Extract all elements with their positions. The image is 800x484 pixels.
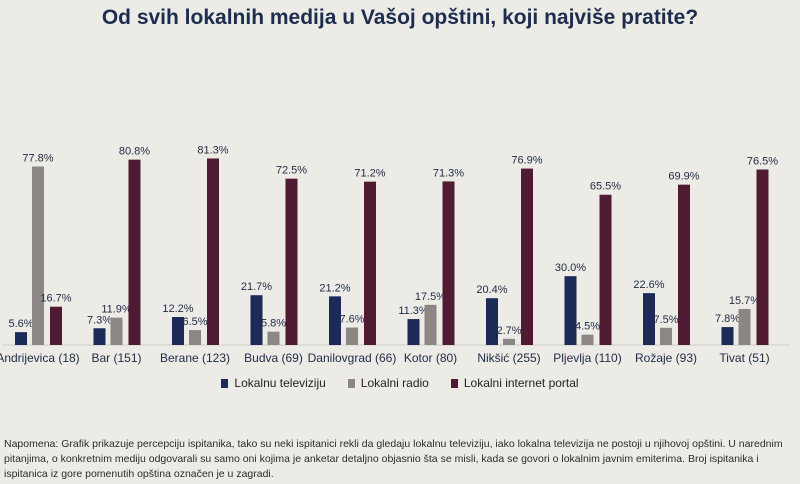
data-label-radio: 7.5% [653, 314, 678, 326]
bar-tv [721, 327, 734, 345]
bar-portal [128, 159, 141, 345]
data-label-radio: 15.7% [729, 295, 760, 307]
bar-radio [660, 327, 672, 345]
category-label: Berane (123) [160, 351, 230, 365]
category-label: Danilovgrad (66) [308, 351, 397, 365]
legend-label-radio: Lokalni radio [360, 376, 429, 390]
legend-swatch-tv [221, 378, 229, 388]
bar-portal [207, 158, 219, 345]
data-label-radio: 5.8% [261, 318, 286, 330]
category-label: Budva (69) [244, 351, 303, 365]
data-label-tv: 30.0% [555, 262, 586, 274]
bar-radio [738, 308, 751, 345]
category-label: Bar (151) [91, 351, 141, 365]
bar-tv [250, 295, 263, 345]
legend-item-radio: Lokalni radio [347, 376, 429, 390]
data-label-portal: 80.8% [119, 146, 150, 158]
data-label-radio: 6.5% [182, 316, 207, 328]
bar-radio [32, 166, 44, 345]
legend-swatch-portal [450, 378, 458, 388]
data-label-portal: 16.7% [40, 293, 71, 305]
category-label: Pljevlja (110) [553, 351, 621, 365]
data-label-radio: 77.8% [22, 153, 53, 165]
footnote: Napomena: Grafik prikazuje percepciju is… [4, 438, 783, 480]
bar-portal [50, 306, 62, 345]
data-label-tv: 12.2% [162, 303, 193, 315]
bar-tv [564, 276, 577, 345]
data-label-tv: 7.3% [87, 314, 112, 326]
bar-radio [110, 317, 123, 345]
bar-tv [486, 298, 498, 345]
category-label: Rožaje (93) [635, 351, 697, 365]
category-label: Andrijevica (18) [0, 351, 80, 365]
category-label: Kotor (80) [404, 351, 457, 365]
bar-radio [189, 330, 201, 345]
bar-radio [346, 327, 358, 345]
data-label-portal: 76.5% [747, 156, 778, 168]
data-label-tv: 21.7% [241, 281, 272, 293]
bar-tv [407, 319, 420, 345]
bar-portal [364, 181, 376, 345]
bar-portal [756, 169, 769, 345]
data-label-tv: 11.3% [398, 305, 429, 317]
bar-tv [172, 317, 184, 345]
data-label-radio: 4.5% [575, 321, 600, 333]
bar-portal [678, 184, 690, 345]
data-label-tv: 7.8% [715, 313, 740, 325]
legend-item-tv: Lokalnu televiziju [221, 376, 326, 390]
bar-radio [503, 338, 515, 345]
data-label-portal: 76.9% [511, 155, 542, 167]
chart-title: Od svih lokalnih medija u Vašoj opštini,… [101, 6, 699, 29]
data-label-tv: 5.6% [8, 318, 33, 330]
legend-item-portal: Lokalni internet portal [450, 376, 579, 390]
data-label-radio: 11.9% [101, 304, 132, 316]
data-label-portal: 69.9% [668, 171, 699, 183]
data-label-portal: 71.2% [354, 168, 385, 180]
bar-portal [442, 181, 455, 345]
bar-radio [424, 304, 437, 345]
category-label: Nikšić (255) [477, 351, 540, 365]
bar-portal [599, 194, 612, 345]
data-label-portal: 81.3% [197, 144, 228, 156]
data-label-portal: 72.5% [276, 165, 307, 177]
legend-swatch-radio [347, 378, 355, 388]
data-label-tv: 22.6% [633, 279, 664, 291]
data-label-radio: 2.7% [496, 325, 521, 337]
bar-portal [285, 178, 298, 345]
legend-label-portal: Lokalni internet portal [463, 376, 579, 390]
data-label-radio: 17.5% [415, 291, 446, 303]
bar-tv [329, 296, 341, 345]
category-label: Tivat (51) [719, 351, 769, 365]
data-label-tv: 21.2% [319, 282, 350, 294]
data-label-portal: 65.5% [590, 181, 621, 193]
bar-portal [521, 168, 533, 345]
bar-tv [15, 332, 27, 345]
data-label-radio: 7.6% [339, 314, 364, 326]
data-label-portal: 71.3% [433, 167, 464, 179]
data-label-tv: 20.4% [476, 284, 507, 296]
chart-legend: Lokalnu televiziju Lokalni radio Lokalni… [0, 376, 800, 390]
bar-tv [643, 293, 655, 345]
bar-radio [581, 334, 594, 345]
legend-label-tv: Lokalnu televiziju [234, 376, 326, 390]
bar-radio [267, 331, 280, 345]
bar-tv [93, 328, 106, 345]
